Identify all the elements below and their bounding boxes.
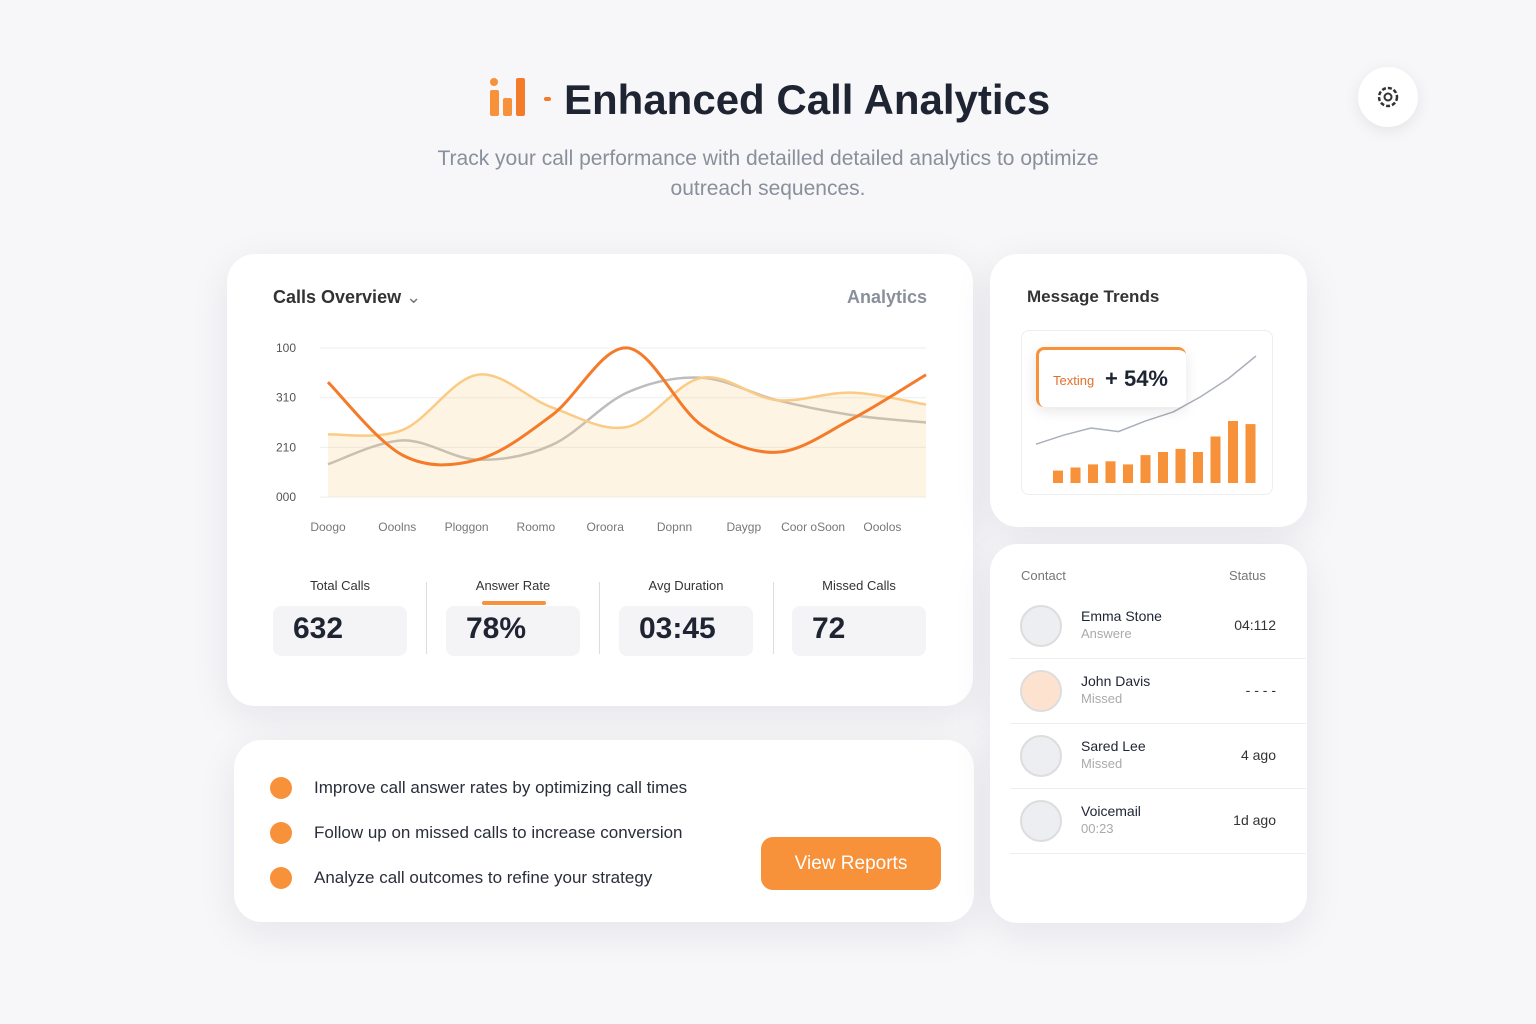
trends-title: Message Trends (1027, 287, 1160, 306)
stat-label: Total Calls (310, 578, 370, 593)
contact-name: Emma Stone (1081, 608, 1162, 624)
x-tick-label: Roomo (517, 520, 556, 534)
status-header: Status (1229, 568, 1266, 583)
contact-row: Emma Stone Answere 04:112 (1010, 595, 1306, 659)
stat-label: Missed Calls (822, 578, 896, 593)
badge-label: Texting (1053, 373, 1095, 388)
check-icon (270, 867, 292, 889)
contact-status: Missed (1081, 691, 1123, 706)
contact-time: - - - - (1245, 682, 1276, 698)
bar (1228, 421, 1238, 483)
calls-chart: 100 310 210 000 Doogo Ooolns Ploggon Roomo Oroor… (276, 341, 927, 534)
bar (1210, 436, 1221, 483)
bar (1175, 448, 1186, 483)
line (327, 376, 927, 466)
active-indicator (482, 601, 546, 605)
card-title[interactable]: Calls Overview ⌄ (273, 287, 422, 307)
contact-time: 04:112 (1234, 617, 1276, 633)
view-reports-button[interactable]: View Reports (761, 837, 941, 890)
bar (1088, 464, 1098, 483)
y-tick-label: 000 (276, 490, 296, 504)
bar (1193, 452, 1203, 483)
trend-line (1035, 355, 1257, 445)
subtitle: Track your call performance with detaill… (437, 147, 1099, 200)
stat-value: 72 (792, 606, 926, 656)
avatar (1020, 605, 1062, 647)
avatar (1020, 735, 1062, 777)
stat-label: Answer Rate (475, 578, 551, 593)
x-tick-label: Dopnn (657, 520, 692, 534)
y-tick-label: 100 (276, 341, 296, 355)
gear-icon (1377, 86, 1399, 108)
check-icon (270, 777, 292, 799)
bar (1158, 452, 1168, 483)
area (328, 374, 926, 497)
x-tick-label: Ploggon (445, 520, 489, 534)
settings-button[interactable] (1358, 67, 1418, 127)
y-tick-label: 310 (276, 391, 296, 405)
analytics-tab[interactable]: Analytics (847, 287, 928, 307)
y-tick-label: 210 (276, 440, 296, 454)
bar (1140, 455, 1151, 483)
bar (1053, 470, 1063, 483)
x-tick-label: Ooolns (378, 520, 416, 534)
bar (1245, 424, 1256, 483)
contact-row: Sared Lee Missed 4 ago (1010, 725, 1306, 789)
texting-badge: Texting + 54% (1036, 347, 1186, 407)
calls-title: Calls Overview (273, 287, 402, 307)
avatar (1020, 800, 1062, 842)
avatar (1020, 670, 1062, 712)
bar (1105, 461, 1116, 483)
contact-name: Voicemail (1081, 803, 1141, 819)
bar (1070, 467, 1081, 483)
contact-row: John Davis Missed - - - - (1010, 660, 1306, 724)
contact-name: John Davis (1081, 673, 1151, 689)
contact-header: Contact (1021, 568, 1066, 583)
x-tick-label: Daygp (726, 520, 761, 534)
x-tick-label: Doogo (310, 520, 346, 534)
page-title: Enhanced Call Analytics (564, 76, 1051, 123)
line (326, 346, 927, 467)
contact-status: 00:23 (1081, 821, 1114, 836)
contact-row: Voicemail 00:23 1d ago (1010, 790, 1306, 854)
badge-value: + 54% (1105, 366, 1168, 391)
message-chart (1021, 330, 1273, 495)
stat-label: Avg Duration (648, 578, 724, 593)
bar (1123, 464, 1133, 483)
tip: Improve call answer rates by optimizing … (314, 778, 688, 797)
tip: Follow up on missed calls to increase co… (314, 823, 683, 842)
contact-name: Sared Lee (1081, 738, 1146, 754)
stat-value: 78% (446, 606, 580, 656)
contact-status: Answere (1081, 626, 1132, 641)
contact-status: Missed (1081, 756, 1123, 771)
tip: Analyze call outcomes to refine your str… (314, 868, 653, 887)
line (327, 373, 927, 437)
stat-value: 03:45 (619, 606, 753, 656)
contact-time: 4 ago (1240, 747, 1276, 763)
logo (490, 78, 551, 116)
tips-card (234, 740, 974, 922)
x-tick-label: Oroora (587, 520, 625, 534)
contact-time: 1d ago (1233, 812, 1276, 828)
x-tick-label: Coor oSoon (781, 520, 845, 534)
check-icon (270, 822, 292, 844)
x-tick-label: Ooolos (863, 520, 901, 534)
stat-value: 632 (273, 606, 407, 656)
